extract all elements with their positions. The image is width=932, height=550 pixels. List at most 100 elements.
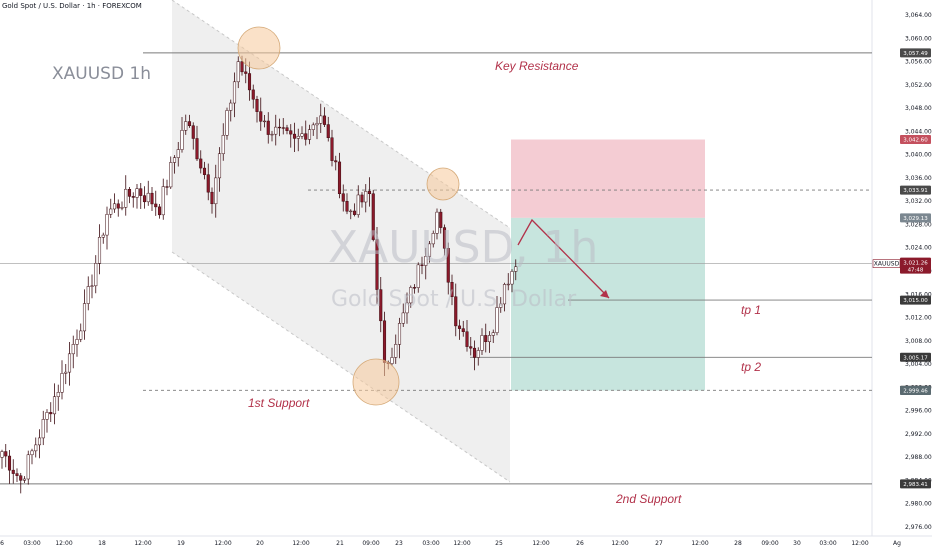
x-tick-label: 23 xyxy=(395,540,403,547)
candle-body xyxy=(97,237,102,264)
y-tick-label: 3,012.00 xyxy=(905,315,932,322)
candle-body xyxy=(491,332,495,336)
y-tick-label: 3,060.00 xyxy=(905,35,932,42)
candle-body xyxy=(195,138,199,160)
candle-body xyxy=(116,203,120,209)
highlight-circle xyxy=(237,26,281,70)
candle-body xyxy=(206,174,210,193)
candle-body xyxy=(262,120,267,123)
candle-body xyxy=(199,158,203,169)
candle-body xyxy=(71,344,75,355)
candle-body xyxy=(319,115,323,124)
candle-body xyxy=(11,469,15,474)
candle-body xyxy=(454,296,458,327)
x-tick-label: 03:00 xyxy=(422,540,439,547)
candle-body xyxy=(330,137,334,161)
take-profit-zone xyxy=(511,217,705,391)
y-tick-label: 3,004.00 xyxy=(905,361,932,368)
x-tick-label: 19 xyxy=(177,540,185,547)
highlight-circle xyxy=(426,167,460,201)
candle-body xyxy=(349,210,353,213)
candle-body xyxy=(172,157,177,163)
channel-fill xyxy=(172,0,510,482)
x-tick-label: 27 xyxy=(655,540,663,547)
y-tick-label: 3,008.00 xyxy=(905,338,932,345)
candle-body xyxy=(146,192,150,203)
candle-body xyxy=(450,282,454,297)
candle-body xyxy=(30,450,34,456)
candle-body xyxy=(142,195,147,203)
x-tick-label: 12:00 xyxy=(611,540,628,547)
candle-body xyxy=(236,61,240,83)
watermark-name: Gold Spot / U.S. Dollar xyxy=(331,287,577,312)
candle-body xyxy=(165,186,169,188)
x-tick-label: 12:00 xyxy=(691,540,708,547)
candle-body xyxy=(341,193,345,202)
candle-body xyxy=(394,344,398,358)
candle-body xyxy=(109,208,113,215)
candle-body xyxy=(41,419,45,439)
price-tag-label: 3,057.49 xyxy=(903,51,928,57)
candle-body xyxy=(157,206,162,216)
candle-body xyxy=(191,125,195,139)
x-tick-label: 12:00 xyxy=(851,540,868,547)
candle-body xyxy=(495,307,499,333)
tp2-label: tp 2 xyxy=(741,360,761,374)
candle-body xyxy=(64,371,68,374)
candle-body xyxy=(416,264,420,288)
stop-loss-zone xyxy=(511,139,705,218)
axis-panel xyxy=(872,0,932,550)
symbol-label: XAUUSD 1h xyxy=(52,64,151,84)
candle-body xyxy=(472,347,477,358)
candle-body xyxy=(356,194,360,215)
candle-body xyxy=(277,126,282,129)
candle-body xyxy=(439,211,443,228)
candle-body xyxy=(15,473,19,476)
price-tag xyxy=(900,135,931,145)
y-tick-label: 3,032.00 xyxy=(905,198,932,205)
candle-body xyxy=(34,444,38,452)
candle-body xyxy=(75,339,79,345)
price-tag xyxy=(900,352,931,362)
candle-body xyxy=(292,133,297,139)
candle-body xyxy=(232,81,237,104)
candle-body xyxy=(510,271,514,285)
candle-body xyxy=(390,357,394,364)
candle-body xyxy=(105,214,109,236)
price-tag xyxy=(900,185,931,195)
price-tag-label: 2,983.41 xyxy=(903,482,928,488)
candle-body xyxy=(334,160,338,163)
time-axis: 6 03:00 12:00 18 12:00 19 12:00 20 12:00 21 09:00 2… xyxy=(0,535,932,547)
candle-body xyxy=(90,285,94,287)
candle-body xyxy=(480,335,484,351)
candle-body xyxy=(266,120,270,135)
candle-body xyxy=(60,373,64,393)
candle-body xyxy=(427,243,432,257)
candle-body xyxy=(19,475,23,481)
background-layer xyxy=(871,0,932,550)
candle-body xyxy=(322,115,327,125)
candle-body xyxy=(405,302,409,314)
price-tag-label: 3,015.00 xyxy=(903,298,928,304)
candle-body xyxy=(352,210,357,215)
y-tick-label: 3,016.00 xyxy=(905,291,932,298)
countdown-label: 47:48 xyxy=(908,268,924,274)
candle-body xyxy=(311,124,315,130)
x-tick-label: 12:00 xyxy=(134,540,151,547)
candle-body xyxy=(424,256,428,266)
x-tick-label: 21 xyxy=(336,540,344,547)
position-zones xyxy=(511,139,705,391)
projection-arrowhead xyxy=(600,290,609,298)
price-tag-label: 3,005.17 xyxy=(903,355,928,361)
price-axis: 2,976.002,980.002,984.002,988.002,992.00… xyxy=(872,12,932,531)
candle-body xyxy=(225,110,229,136)
candle-body xyxy=(56,392,60,397)
y-tick-label: 3,052.00 xyxy=(905,82,932,89)
candlesticks xyxy=(0,55,518,494)
candle-body xyxy=(300,133,304,137)
y-tick-label: 3,028.00 xyxy=(905,221,932,228)
channel-lower-line xyxy=(171,251,511,483)
candle-body xyxy=(367,191,372,194)
candle-body xyxy=(210,191,214,205)
